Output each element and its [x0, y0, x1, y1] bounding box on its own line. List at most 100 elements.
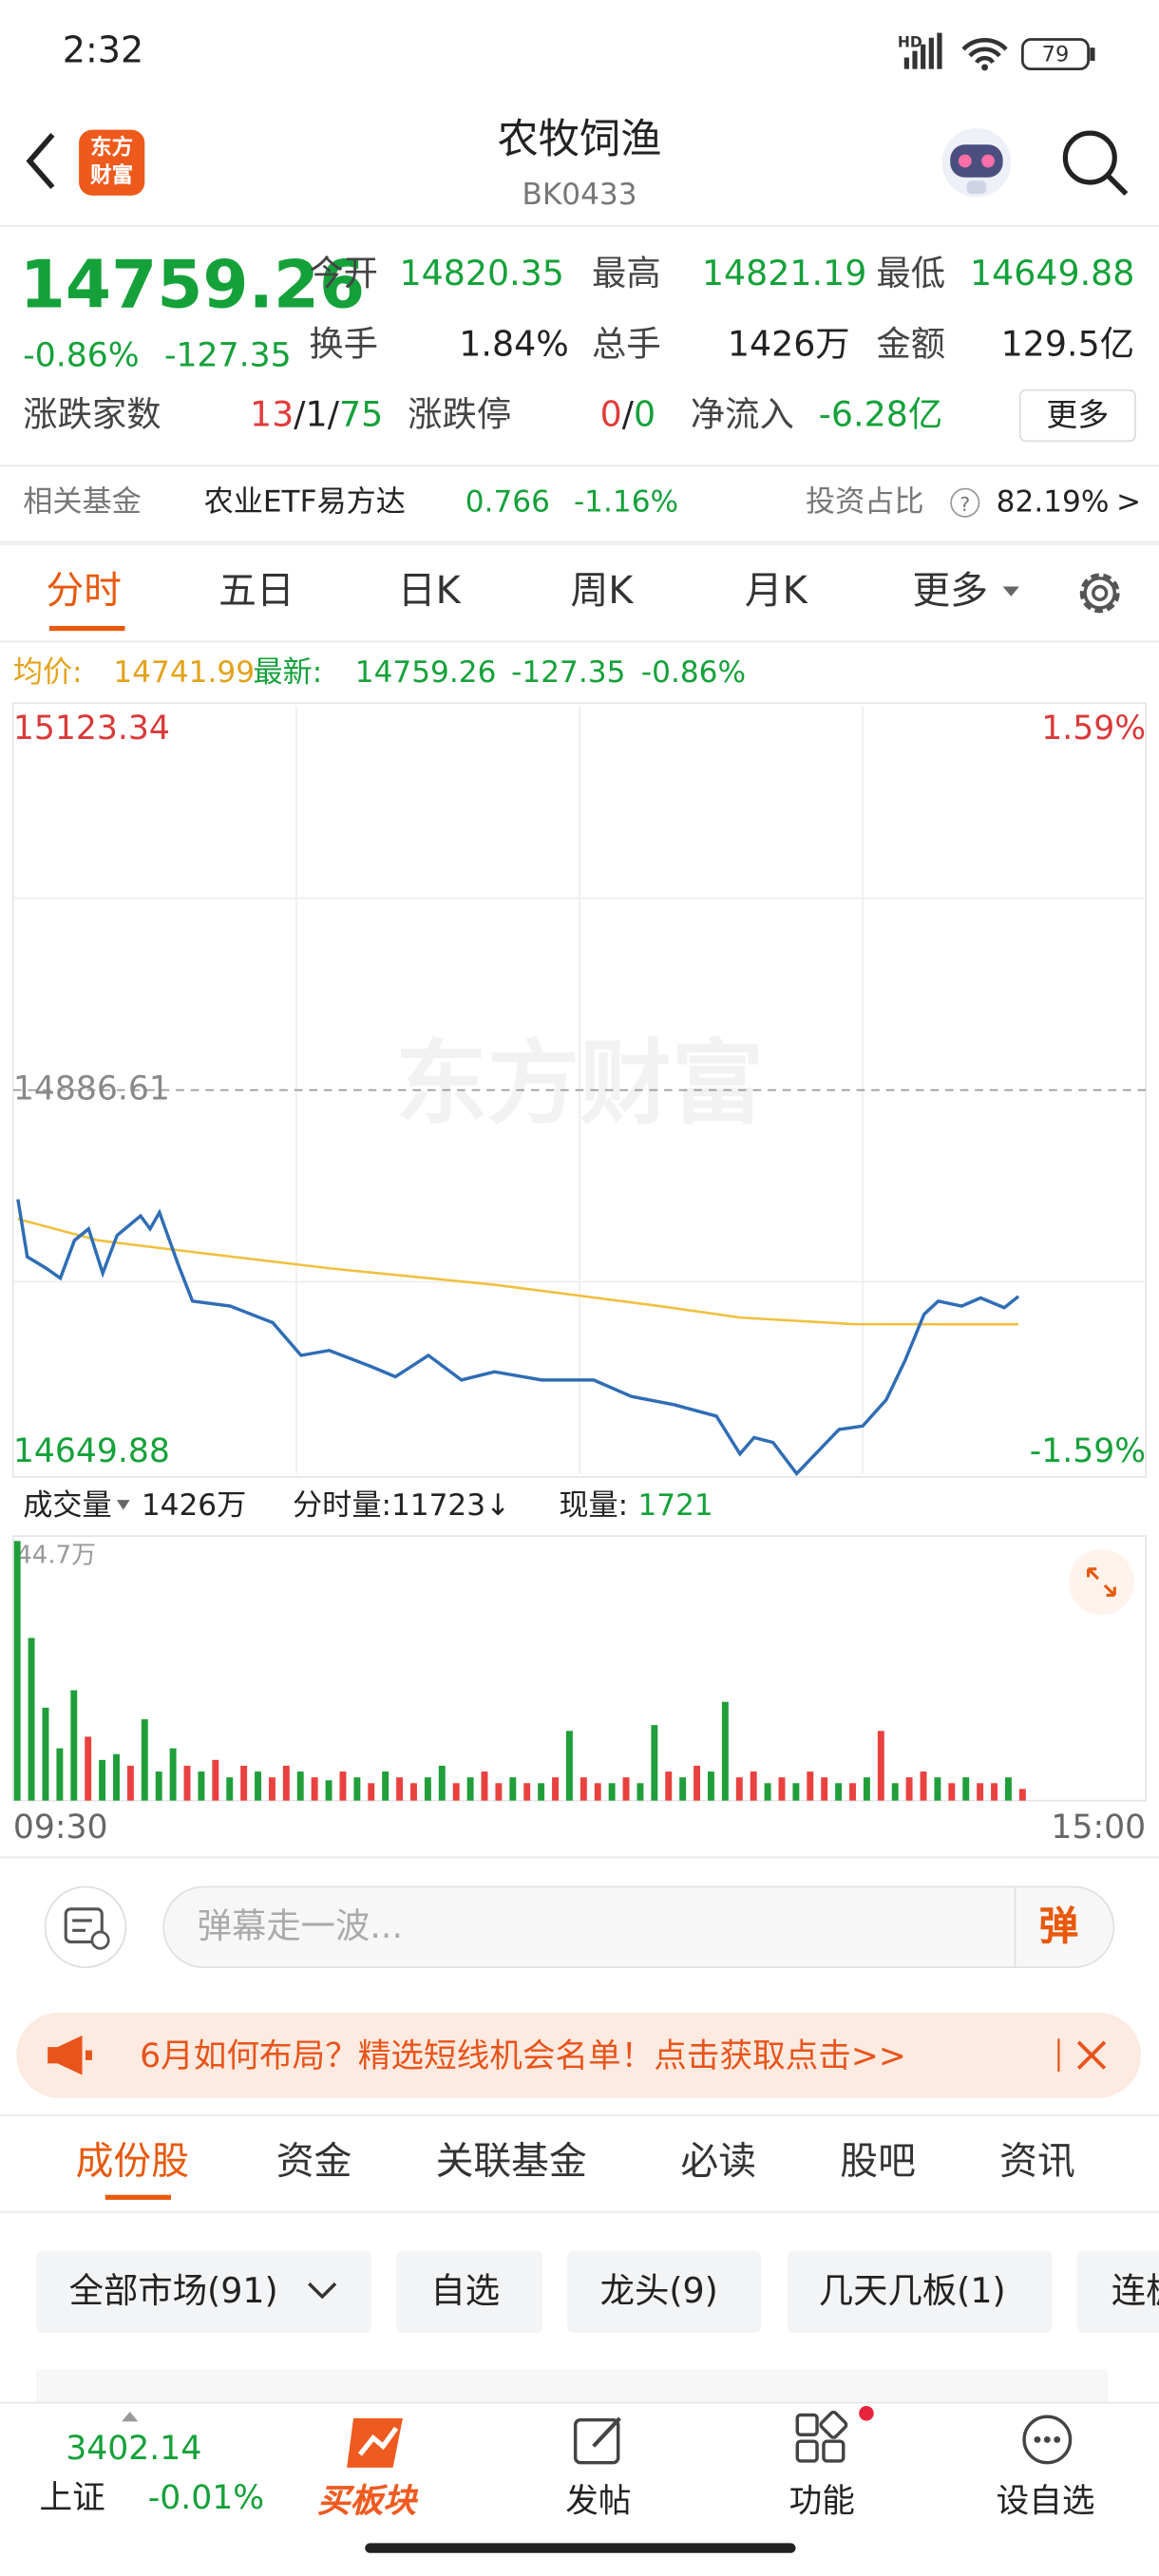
volume-bar [807, 1771, 814, 1801]
banner-text[interactable]: 6月如何布局？精选短线机会名单！点击获取点击>> [140, 2035, 906, 2075]
sector-title: 农牧饲渔 [497, 115, 662, 163]
clock: 2:32 [62, 30, 144, 72]
volume-bar [56, 1748, 64, 1801]
volume-bar [481, 1771, 488, 1801]
stat-value: 14821.19 [701, 254, 867, 294]
danmaku-input[interactable] [162, 1885, 1115, 1969]
ratio-arrow[interactable]: > [1116, 484, 1142, 520]
volume-bar [382, 1771, 390, 1801]
volume-label[interactable]: 成交量 [23, 1488, 112, 1524]
battery-level: 79 [1042, 42, 1070, 66]
filter-label: 自选 [430, 2271, 501, 2311]
volume-bar [1018, 1789, 1026, 1801]
current-label: 现量: [559, 1488, 629, 1524]
back-button[interactable] [16, 128, 66, 194]
volume-bar [183, 1765, 191, 1801]
volume-bar [296, 1771, 304, 1801]
fund-price: 0.766 [465, 484, 550, 520]
avg-label: 均价: [12, 655, 83, 691]
x-tick-label: 15:00 [1051, 1809, 1146, 1847]
period-tab[interactable]: 月K [744, 570, 808, 614]
nav-item[interactable]: 买板块 [316, 2480, 416, 2521]
fund-name[interactable]: 农业ETF易方达 [203, 484, 406, 520]
volume-bar [665, 1771, 673, 1801]
content-tab[interactable]: 股吧 [840, 2141, 916, 2184]
y-tick-label: 44.7万 [16, 1541, 96, 1569]
buy-sector-icon [347, 2417, 403, 2468]
settings-button[interactable] [1072, 565, 1128, 621]
content-tab[interactable]: 成份股 [75, 2141, 190, 2184]
expand-button[interactable] [1067, 1547, 1136, 1617]
last-value: 14759.26 [354, 655, 497, 691]
volume-bar [721, 1701, 729, 1801]
search-button[interactable] [1058, 126, 1130, 199]
index-name[interactable]: 上证 [39, 2477, 105, 2517]
content-tab[interactable]: 资金 [276, 2141, 352, 2184]
volume-bar [764, 1783, 771, 1801]
volume-bar [750, 1771, 757, 1801]
volume-bar [920, 1771, 927, 1801]
logo-text: 东方 [90, 136, 134, 161]
filter-chip[interactable]: 连板 [1076, 2250, 1159, 2334]
index-change[interactable]: -0.01% [147, 2477, 265, 2517]
robot-avatar[interactable] [934, 122, 1019, 203]
megaphone-icon [48, 2035, 92, 2075]
list-header [36, 2369, 1109, 2402]
more-button[interactable]: 更多 [1018, 388, 1136, 443]
index-value[interactable]: 3402.14 [66, 2428, 202, 2468]
limit-label: 涨跌停 [408, 394, 512, 435]
danmaku-toggle[interactable] [44, 1885, 127, 1969]
period-tab[interactable]: 周K [570, 570, 634, 614]
volume-bar [948, 1783, 956, 1801]
nav-item[interactable]: 发帖 [565, 2480, 632, 2521]
hd-label: HD [898, 33, 922, 50]
dropdown-arrow [1002, 586, 1019, 597]
volume-bar [694, 1765, 701, 1801]
y2-tick-label: 1.59% [1041, 710, 1146, 748]
stat-label: 今开 [309, 254, 379, 294]
volume-bar [424, 1777, 431, 1801]
tab-underline [48, 625, 125, 632]
nav-item[interactable]: 功能 [788, 2480, 855, 2521]
content-tab[interactable]: 必读 [680, 2141, 757, 2184]
volume-bar [636, 1783, 644, 1801]
filter-chip[interactable] [787, 2250, 1053, 2334]
period-tab[interactable]: 更多 [912, 570, 989, 614]
y-tick-label: 14886.61 [13, 1070, 170, 1108]
volume-bar [934, 1777, 941, 1801]
period-tab[interactable]: 日K [397, 570, 461, 614]
volume-bar [212, 1759, 219, 1801]
volume-bar [325, 1780, 332, 1801]
divider [0, 540, 1159, 546]
inflow-value: -6.28亿 [818, 394, 943, 435]
banner-close[interactable] [1053, 2034, 1118, 2076]
promo-banner[interactable] [16, 2012, 1141, 2098]
period-tab[interactable]: 五日 [218, 570, 294, 614]
volume-bar [466, 1777, 474, 1801]
nav-item[interactable]: 设自选 [996, 2480, 1095, 2521]
filter-chip[interactable] [567, 2250, 762, 2334]
app-logo[interactable]: 东方 财富 [79, 129, 145, 196]
volume-bar [877, 1731, 884, 1801]
volume-bar [523, 1783, 531, 1801]
volume-bar [410, 1783, 417, 1801]
period-tab[interactable]: 分时 [46, 570, 123, 614]
y-tick-label: 14649.88 [13, 1432, 170, 1470]
minute-volume: 分时量:11723↓ [293, 1488, 511, 1524]
help-icon[interactable]: ? [950, 487, 980, 518]
filter-chip[interactable] [396, 2250, 543, 2334]
chevron [308, 2282, 337, 2300]
content-tab[interactable]: 关联基金 [435, 2141, 587, 2184]
volume-bar [70, 1690, 78, 1801]
index-arrow [122, 2412, 139, 2422]
danmaku-send[interactable]: 弹 [1038, 1903, 1079, 1950]
y2-tick-label: -1.59% [1030, 1432, 1146, 1470]
divider [0, 464, 1159, 467]
content-tab[interactable]: 资讯 [999, 2141, 1075, 2184]
post-icon [573, 2416, 621, 2465]
sector-code: BK0433 [522, 178, 637, 213]
volume-bar [240, 1765, 248, 1801]
function-icon [795, 2405, 874, 2463]
